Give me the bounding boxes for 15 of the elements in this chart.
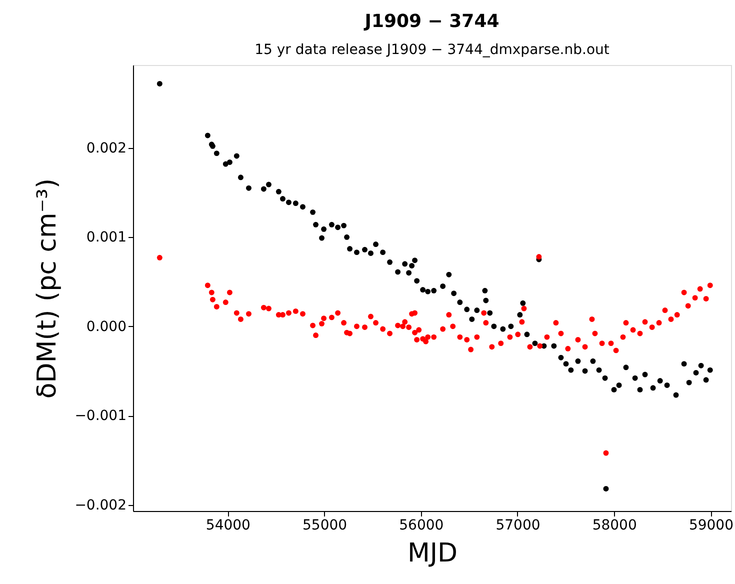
- y-tick-label: 0.000: [86, 318, 126, 335]
- x-tick-label: 54000: [206, 518, 250, 534]
- x-tick-label: 57000: [496, 518, 540, 534]
- y-tick-label: −0.001: [74, 408, 126, 424]
- x-tick-label: 56000: [399, 518, 444, 534]
- y-tick-label: −0.002: [74, 497, 126, 514]
- y-axis-title: δDM(t) (pc cm⁻³): [32, 178, 63, 399]
- y-tick-label: 0.001: [86, 230, 126, 246]
- y-tick-label: 0.002: [86, 140, 126, 156]
- x-tick-label: 58000: [592, 518, 637, 534]
- x-tick-label: 55000: [302, 518, 348, 534]
- x-axis-title: MJD: [407, 538, 458, 568]
- chart-title: J1909 − 3744: [362, 11, 500, 32]
- chart-subtitle: 15 yr data release J1909 − 3744_dmxparse.nb.out: [254, 42, 610, 58]
- x-tick-label: 59000: [688, 518, 734, 534]
